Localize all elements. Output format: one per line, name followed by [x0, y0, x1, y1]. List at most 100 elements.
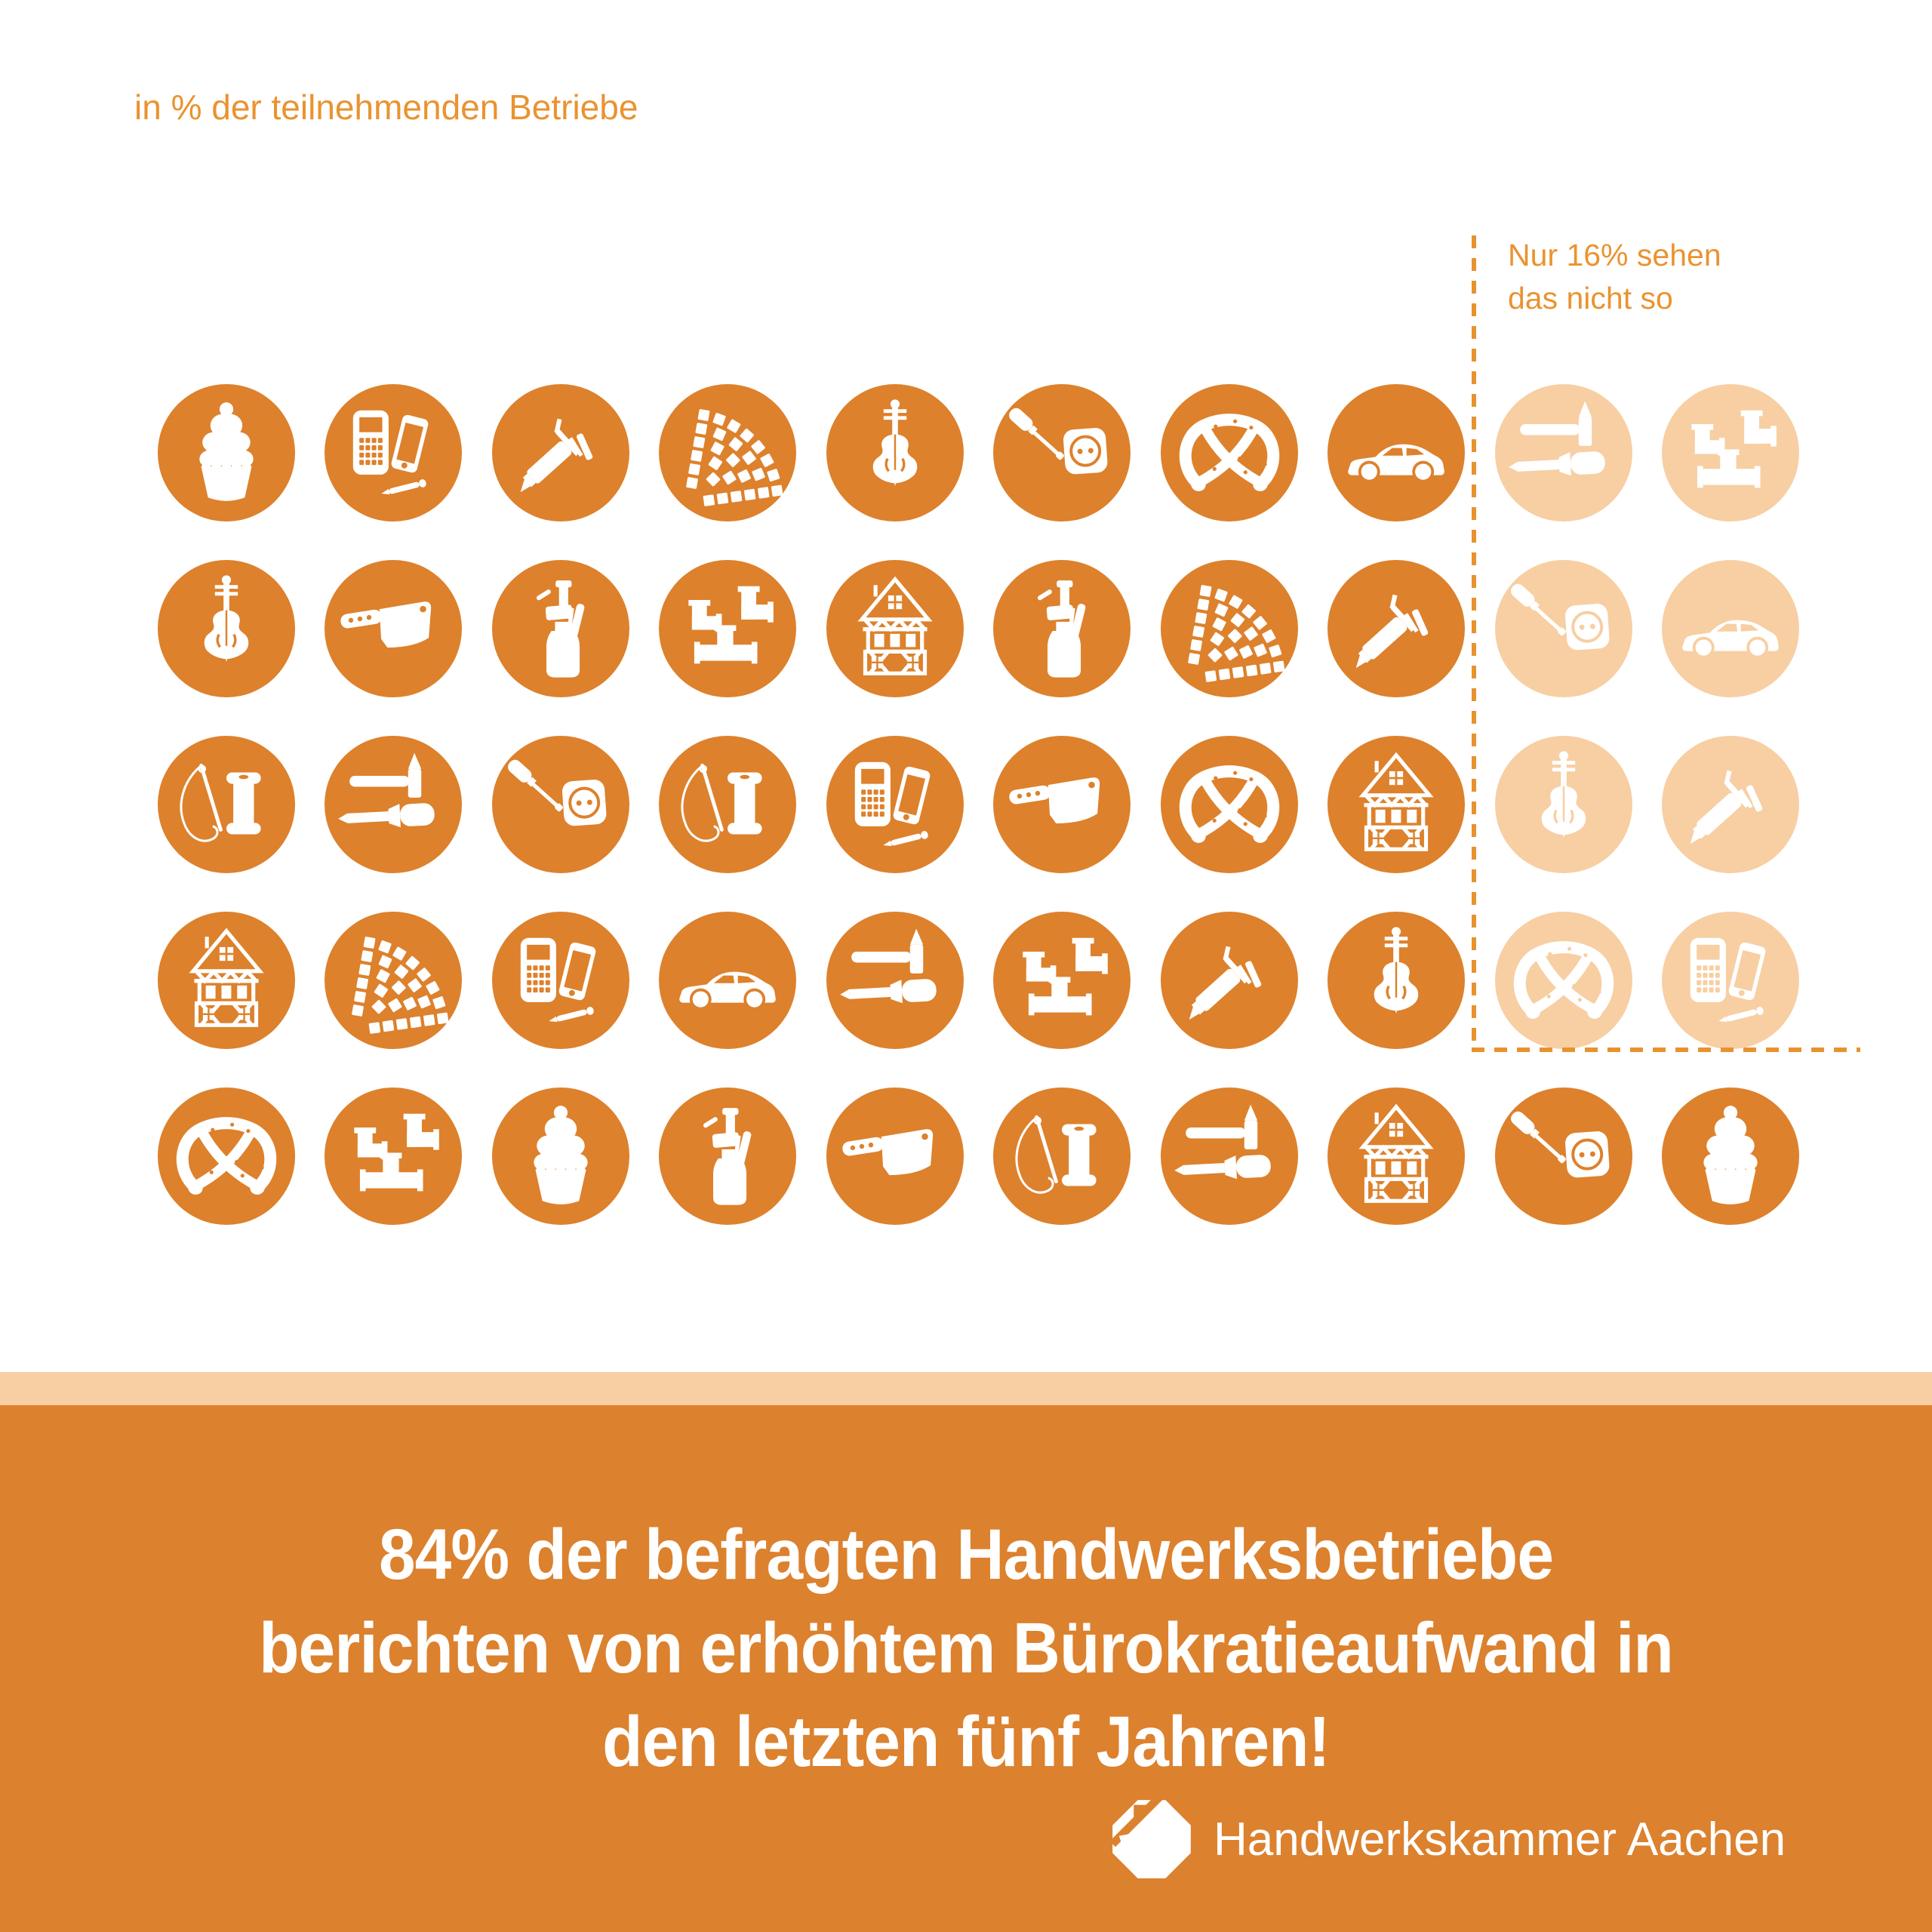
pictogram-screwdriver-socket — [492, 736, 629, 873]
pictogram-needle-thread — [993, 1088, 1131, 1225]
pictogram-pretzel — [158, 1088, 295, 1225]
pictogram-cupcake — [492, 1088, 629, 1225]
pipes-icon — [1673, 395, 1788, 510]
pictogram-pretzel — [1161, 384, 1298, 521]
pictogram-roof-tiles — [1161, 560, 1298, 697]
pictogram-calculator-phone — [826, 736, 964, 873]
pictogram-pipes — [993, 912, 1131, 1049]
handwerk-logo-icon — [1111, 1798, 1192, 1881]
calculator-phone-icon — [838, 747, 952, 862]
car-icon — [1339, 395, 1454, 510]
timber-house-icon — [1339, 747, 1454, 862]
needle-thread-icon — [169, 747, 284, 862]
pictogram-violin — [1327, 912, 1465, 1049]
pictogram-screwdriver-socket — [993, 384, 1131, 521]
pictogram-car — [1662, 560, 1799, 697]
hammer-chisel-icon — [336, 747, 451, 862]
pictogram-pipes — [325, 1088, 462, 1225]
pictogram-car — [659, 912, 796, 1049]
message-banner: 84% der befragten Handwerksbetriebe beri… — [0, 1405, 1932, 1932]
calculator-phone-icon — [503, 923, 618, 1038]
timber-house-icon — [838, 571, 952, 686]
pictogram-calculator-phone — [1662, 912, 1799, 1049]
needle-thread-icon — [1004, 1099, 1119, 1214]
exception-label: Nur 16% sehen das nicht so — [1508, 234, 1721, 320]
violin-icon — [838, 395, 952, 510]
pictogram-cleaver — [325, 560, 462, 697]
pictogram-needle-thread — [659, 736, 796, 873]
violin-icon — [1506, 747, 1621, 862]
pictogram-screwdriver-socket — [1495, 560, 1632, 697]
pictogram-cupcake — [158, 384, 295, 521]
calculator-phone-icon — [1673, 923, 1788, 1038]
screwdriver-socket-icon — [1506, 1099, 1621, 1214]
pictogram-violin — [158, 560, 295, 697]
caulk-gun-icon — [1172, 923, 1287, 1038]
pictogram-timber-house — [826, 560, 964, 697]
calculator-phone-icon — [336, 395, 451, 510]
timber-house-icon — [169, 923, 284, 1038]
car-icon — [670, 923, 785, 1038]
pictogram-calculator-phone — [325, 384, 462, 521]
pictogram-hammer-chisel — [1495, 384, 1632, 521]
pictogram-pipes — [659, 560, 796, 697]
cleaver-icon — [838, 1099, 952, 1214]
pictogram-caulk-gun — [492, 384, 629, 521]
brand-row: Handwerkskammer Aachen — [1111, 1798, 1786, 1881]
pictogram-screwdriver-socket — [1495, 1088, 1632, 1225]
pictogram-needle-thread — [158, 736, 295, 873]
pictogram-caulk-gun — [1161, 912, 1298, 1049]
pipes-icon — [1004, 923, 1119, 1038]
pretzel-icon — [1172, 395, 1287, 510]
exception-box-horizontal-dash — [1472, 1048, 1860, 1052]
roof-tiles-icon — [1172, 571, 1287, 686]
highlight-stripe — [0, 1372, 1932, 1405]
screwdriver-socket-icon — [1506, 571, 1621, 686]
pictogram-pipes — [1662, 384, 1799, 521]
cupcake-icon — [169, 395, 284, 510]
pretzel-icon — [1172, 747, 1287, 862]
exception-label-line2: das nicht so — [1508, 281, 1673, 315]
screwdriver-socket-icon — [1004, 395, 1119, 510]
pictogram-caulk-gun — [1327, 560, 1465, 697]
violin-icon — [1339, 923, 1454, 1038]
caulk-gun-icon — [1673, 747, 1788, 862]
banner-line-1: 84% der befragten Handwerksbetriebe — [378, 1515, 1554, 1595]
cupcake-icon — [503, 1099, 618, 1214]
pictogram-violin — [826, 384, 964, 521]
spray-gun-icon — [1004, 571, 1119, 686]
exception-label-line1: Nur 16% sehen — [1508, 238, 1721, 272]
chart-note: in % der teilnehmenden Betriebe — [134, 88, 638, 127]
pictogram-hammer-chisel — [1161, 1088, 1298, 1225]
hammer-chisel-icon — [838, 923, 952, 1038]
hammer-chisel-icon — [1172, 1099, 1287, 1214]
pictogram-timber-house — [158, 912, 295, 1049]
hammer-chisel-icon — [1506, 395, 1621, 510]
cleaver-icon — [1004, 747, 1119, 862]
pictogram-hammer-chisel — [325, 736, 462, 873]
pictogram-roof-tiles — [659, 384, 796, 521]
pipes-icon — [670, 571, 785, 686]
pictogram-pretzel — [1495, 912, 1632, 1049]
roof-tiles-icon — [336, 923, 451, 1038]
pictogram-cleaver — [826, 1088, 964, 1225]
pictogram-violin — [1495, 736, 1632, 873]
pictogram-spray-gun — [993, 560, 1131, 697]
caulk-gun-icon — [503, 395, 618, 510]
spray-gun-icon — [670, 1099, 785, 1214]
banner-text: 84% der befragten Handwerksbetriebe beri… — [0, 1508, 1932, 1789]
caulk-gun-icon — [1339, 571, 1454, 686]
pipes-icon — [336, 1099, 451, 1214]
violin-icon — [169, 571, 284, 686]
pictogram-roof-tiles — [325, 912, 462, 1049]
pictogram-car — [1327, 384, 1465, 521]
banner-line-2: berichten von erhöhtem Bürokratieaufwand… — [259, 1608, 1674, 1688]
pretzel-icon — [1506, 923, 1621, 1038]
roof-tiles-icon — [670, 395, 785, 510]
pretzel-icon — [169, 1099, 284, 1214]
pictogram-cleaver — [993, 736, 1131, 873]
pictogram-pretzel — [1161, 736, 1298, 873]
screwdriver-socket-icon — [503, 747, 618, 862]
pictogram-caulk-gun — [1662, 736, 1799, 873]
